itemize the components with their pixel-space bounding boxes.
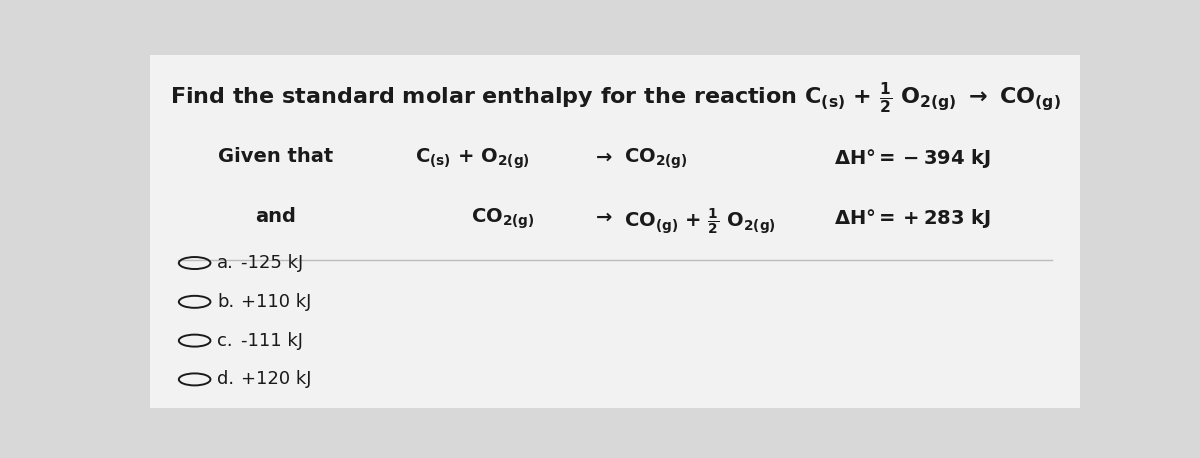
Text: $\mathbf{\Delta H°= +283}$ $\mathbf{kJ}$: $\mathbf{\Delta H°= +283}$ $\mathbf{kJ}$ [834, 207, 990, 229]
Text: b.: b. [217, 293, 234, 311]
Text: $\mathbf{\rightarrow}$: $\mathbf{\rightarrow}$ [592, 147, 613, 166]
Text: $\mathbf{\Delta H°= -394}$ $\mathbf{kJ}$: $\mathbf{\Delta H°= -394}$ $\mathbf{kJ}$ [834, 147, 990, 169]
Text: $\mathbf{\rightarrow}$: $\mathbf{\rightarrow}$ [592, 207, 613, 226]
Text: c.: c. [217, 332, 233, 349]
Text: -125 kJ: -125 kJ [241, 254, 304, 272]
Text: $\mathbf{CO_{2(g)}}$: $\mathbf{CO_{2(g)}}$ [624, 147, 688, 171]
Text: Given that: Given that [218, 147, 334, 166]
Text: $\mathbf{C_{(s)}}$ $\mathbf{+}$ $\mathbf{O_{2(g)}}$: $\mathbf{C_{(s)}}$ $\mathbf{+}$ $\mathbf… [415, 147, 530, 171]
FancyBboxPatch shape [145, 53, 1085, 409]
Text: -111 kJ: -111 kJ [241, 332, 304, 349]
Text: +120 kJ: +120 kJ [241, 371, 312, 388]
Text: Find the standard molar enthalpy for the reaction $\mathbf{C_{(s)}}$ $\mathbf{+}: Find the standard molar enthalpy for the… [169, 80, 1061, 114]
Text: +110 kJ: +110 kJ [241, 293, 312, 311]
Text: a.: a. [217, 254, 234, 272]
Text: and: and [256, 207, 296, 226]
Text: $\mathbf{CO_{(g)}}$ $\mathbf{+}$ $\mathbf{\frac{1}{2}}$ $\mathbf{O_{2(g)}}$: $\mathbf{CO_{(g)}}$ $\mathbf{+}$ $\mathb… [624, 207, 776, 237]
Text: d.: d. [217, 371, 234, 388]
Text: $\mathbf{CO_{2(g)}}$: $\mathbf{CO_{2(g)}}$ [470, 207, 534, 231]
